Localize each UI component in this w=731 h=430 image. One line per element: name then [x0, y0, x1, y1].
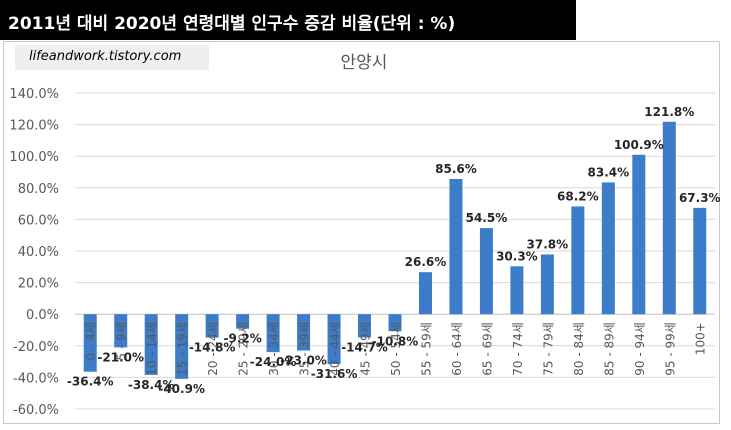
- x-category-label: 90 - 94세: [633, 322, 647, 376]
- data-labels: -36.4% -21.0% -38.4%-40.9% -14.8%-9.2% -24.0…: [67, 105, 721, 396]
- bar: [297, 314, 311, 351]
- x-category-label: 40 - 44세: [328, 322, 342, 376]
- y-tick-label: 140.0%: [9, 87, 59, 102]
- bar: [83, 314, 97, 372]
- data-label: -10.8%: [372, 334, 419, 348]
- y-tick-label: 40.0%: [18, 245, 59, 260]
- x-category-label: 100+: [694, 322, 708, 355]
- data-label: -14.7%: [341, 340, 388, 354]
- y-tick-label: 100.0%: [9, 150, 59, 165]
- data-label: -14.8%: [189, 341, 236, 355]
- data-label: -23.0%: [280, 354, 327, 368]
- bar: [205, 314, 219, 338]
- data-label: 100.9%: [614, 138, 664, 152]
- bar: [510, 266, 524, 315]
- x-category-label: 95 - 99세: [663, 322, 677, 376]
- bar: [175, 314, 189, 379]
- y-tick-label: 80.0%: [18, 182, 59, 197]
- x-category-label: 0 - 4세: [84, 322, 98, 360]
- data-label: 83.4%: [588, 165, 630, 179]
- x-category-label: 25 - 29세: [237, 322, 251, 376]
- data-label: -24.0%: [250, 355, 297, 369]
- bar: [327, 314, 341, 365]
- x-category-label: 60 - 64세: [450, 322, 464, 376]
- data-label: 37.8%: [527, 237, 569, 251]
- x-category-label: 15 - 19세: [176, 322, 190, 376]
- x-category-label: 85 - 89세: [602, 322, 616, 376]
- y-tick-label: -20.0%: [13, 340, 59, 355]
- data-label: -9.2%: [223, 332, 261, 346]
- x-category-label: 50 - 54세: [389, 322, 403, 376]
- bar: [632, 154, 646, 315]
- data-label: 85.6%: [435, 162, 477, 176]
- bar: [540, 254, 554, 315]
- y-tick-label: -60.0%: [13, 403, 59, 418]
- data-label: 121.8%: [644, 105, 694, 119]
- data-label: 26.6%: [405, 255, 447, 269]
- x-category-label: 20 - 24세: [206, 322, 220, 376]
- bar: [236, 314, 250, 329]
- data-label: -38.4%: [128, 378, 175, 392]
- chart-frame: [3, 41, 720, 424]
- data-label: -40.9%: [158, 382, 205, 396]
- data-label: 30.3%: [496, 249, 538, 263]
- bar: [144, 314, 158, 375]
- y-tick-label: 120.0%: [9, 119, 59, 134]
- source-link[interactable]: lifeandwork.tistory.com: [29, 49, 182, 64]
- x-category-label: 75 - 79세: [541, 322, 555, 376]
- x-axis-categories: 0 - 4세 5 - 9세 10 - 14세 15 - 19세 20 - 24세 25 -…: [84, 322, 708, 376]
- data-label: -31.6%: [311, 367, 358, 381]
- y-tick-label: -40.0%: [13, 371, 59, 386]
- page-title: 2011년 대비 2020년 연령대별 인구수 증감 비율(단위 : %): [8, 14, 456, 34]
- x-category-label: 30 - 34세: [267, 322, 281, 376]
- x-category-label: 45 - 49세: [359, 322, 373, 376]
- source-box: lifeandwork.tistory.com: [15, 45, 209, 70]
- bar: [571, 206, 585, 315]
- bar: [114, 314, 128, 348]
- title-bar: 2011년 대비 2020년 연령대별 인구수 증감 비율(단위 : %): [0, 0, 576, 40]
- bar: [418, 272, 432, 315]
- x-category-label: 5 - 9세: [115, 322, 129, 360]
- y-tick-label: 20.0%: [18, 277, 59, 292]
- bars: [83, 121, 707, 379]
- bar: [601, 182, 615, 315]
- data-label: 67.3%: [679, 191, 721, 205]
- bar: [662, 121, 676, 315]
- y-axis-ticks: 140.0% 120.0% 100.0% 80.0% 60.0% 40.0% 20.0% 0.…: [9, 87, 59, 418]
- y-tick-label: 60.0%: [18, 213, 59, 228]
- data-label: 54.5%: [466, 211, 508, 225]
- data-label: -36.4%: [67, 375, 114, 389]
- bar: [266, 314, 280, 353]
- bar: [358, 314, 372, 338]
- x-category-label: 55 - 59세: [419, 322, 433, 376]
- chart-title: 안양시: [341, 53, 388, 73]
- x-category-label: 35 - 39세: [298, 322, 312, 376]
- y-tick-label: 0.0%: [26, 308, 59, 323]
- bar: [449, 178, 463, 315]
- x-category-label: 70 - 74세: [511, 322, 525, 376]
- data-label: -21.0%: [97, 350, 144, 364]
- x-category-label: 80 - 84세: [572, 322, 586, 376]
- x-category-label: 10 - 14세: [145, 322, 159, 376]
- bar: [693, 207, 707, 315]
- x-category-label: 65 - 69세: [480, 322, 494, 376]
- data-label: 68.2%: [557, 189, 599, 203]
- bar: [479, 228, 493, 315]
- bar: [388, 314, 402, 332]
